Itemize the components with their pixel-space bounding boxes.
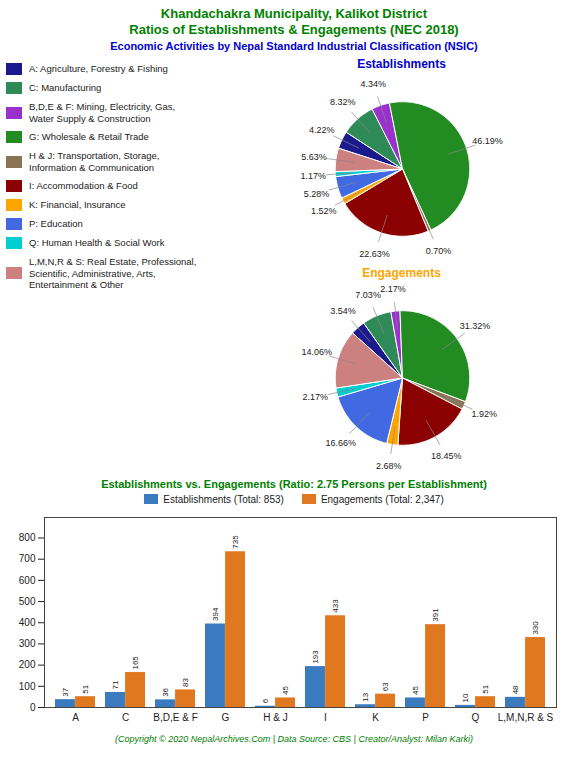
svg-text:22.63%: 22.63% — [359, 249, 390, 259]
svg-text:48: 48 — [511, 685, 520, 694]
svg-text:1.92%: 1.92% — [471, 409, 497, 419]
html-text:C: Manufacturing: C: Manufacturing — [29, 82, 102, 94]
svg-text:700: 700 — [19, 553, 36, 564]
html-text:Engagements (Total: 2,347): Engagements (Total: 2,347) — [320, 494, 444, 505]
svg-text:13: 13 — [361, 692, 370, 701]
svg-text:165: 165 — [131, 656, 140, 670]
svg-text:8.32%: 8.32% — [330, 97, 356, 107]
html-text:L,M,N,R & S: Real Estate, Prof: L,M,N,R & S: Real Estate, Professional, … — [29, 256, 197, 290]
html-text:Q: Human Health & Social Work: Q: Human Health & Social Work — [29, 237, 165, 249]
svg-text:51: 51 — [481, 684, 490, 693]
html-text:Economic Activities by Nepal S: Economic Activities by Nepal Standard In… — [110, 40, 478, 52]
svg-text:193: 193 — [311, 650, 320, 664]
svg-text:6: 6 — [261, 698, 270, 703]
svg-text:3.54%: 3.54% — [330, 306, 356, 316]
svg-text:16.66%: 16.66% — [325, 438, 356, 448]
svg-text:10: 10 — [461, 693, 470, 702]
svg-text:G: G — [222, 712, 230, 723]
svg-text:83: 83 — [181, 677, 190, 686]
svg-text:4.34%: 4.34% — [360, 79, 386, 89]
html-text:I: Accommodation & Food: I: Accommodation & Food — [29, 180, 138, 192]
svg-text:0: 0 — [30, 702, 36, 713]
html-text:P: Education: P: Education — [29, 218, 83, 230]
svg-text:2.17%: 2.17% — [380, 284, 406, 294]
svg-text:433: 433 — [331, 599, 340, 613]
svg-text:45: 45 — [411, 686, 420, 695]
svg-text:L,M,N,R & S: L,M,N,R & S — [498, 712, 554, 723]
svg-text:18.45%: 18.45% — [430, 451, 461, 461]
svg-text:2.68%: 2.68% — [376, 461, 402, 471]
html-text:B,D,E & F: Mining, Electricity: B,D,E & F: Mining, Electricity, Gas, Wat… — [29, 101, 176, 124]
svg-text:C: C — [122, 712, 129, 723]
svg-text:71: 71 — [111, 680, 120, 689]
svg-text:K: K — [372, 712, 379, 723]
html-text:Engagements: Engagements — [362, 266, 441, 280]
svg-text:4.22%: 4.22% — [309, 125, 335, 135]
svg-text:100: 100 — [19, 681, 36, 692]
svg-text:735: 735 — [231, 535, 240, 549]
html-text:Establishments: Establishments — [357, 57, 446, 71]
svg-text:400: 400 — [19, 617, 36, 628]
svg-text:H & J: H & J — [263, 712, 287, 723]
svg-text:I: I — [324, 712, 327, 723]
html-text:G: Wholesale & Retail Trade: G: Wholesale & Retail Trade — [29, 131, 149, 143]
svg-text:5.63%: 5.63% — [301, 152, 327, 162]
svg-text:P: P — [422, 712, 429, 723]
svg-text:7.03%: 7.03% — [355, 290, 381, 300]
svg-text:45: 45 — [281, 686, 290, 695]
svg-text:63: 63 — [381, 682, 390, 691]
svg-text:Q: Q — [472, 712, 480, 723]
svg-text:37: 37 — [61, 687, 70, 696]
svg-text:B,D,E & F: B,D,E & F — [153, 712, 197, 723]
html-text:K: Financial, Insurance: K: Financial, Insurance — [29, 199, 126, 211]
svg-text:1.52%: 1.52% — [310, 206, 336, 216]
html-text:A: Agriculture, Forestry & Fis: A: Agriculture, Forestry & Fishing — [29, 63, 168, 75]
svg-text:36: 36 — [161, 687, 170, 696]
svg-text:394: 394 — [211, 607, 220, 621]
html-text:Khandachakra Municipality, Kal: Khandachakra Municipality, Kalikot Distr… — [129, 6, 459, 37]
svg-text:800: 800 — [19, 532, 36, 543]
html-text:(Copyright © 2020 NepalArchive: (Copyright © 2020 NepalArchives.Com | Da… — [115, 734, 473, 744]
svg-text:500: 500 — [19, 596, 36, 607]
svg-text:600: 600 — [19, 575, 36, 586]
svg-text:1.17%: 1.17% — [300, 171, 326, 181]
svg-text:0.70%: 0.70% — [425, 246, 451, 256]
svg-text:51: 51 — [81, 684, 90, 693]
svg-text:391: 391 — [431, 608, 440, 622]
svg-text:14.06%: 14.06% — [301, 347, 332, 357]
html-text:Establishments vs. Engagements: Establishments vs. Engagements (Ratio: 2… — [101, 478, 487, 490]
html-text:Establishments (Total: 853): Establishments (Total: 853) — [163, 494, 284, 505]
html-text:H & J: Transportation, Storage: H & J: Transportation, Storage, Informat… — [29, 150, 160, 173]
svg-text:330: 330 — [531, 621, 540, 635]
svg-text:200: 200 — [19, 659, 36, 670]
svg-text:300: 300 — [19, 638, 36, 649]
svg-text:5.28%: 5.28% — [303, 189, 329, 199]
svg-text:46.19%: 46.19% — [472, 136, 503, 146]
svg-text:A: A — [72, 712, 79, 723]
svg-text:31.32%: 31.32% — [459, 321, 490, 331]
svg-text:2.17%: 2.17% — [302, 392, 328, 402]
